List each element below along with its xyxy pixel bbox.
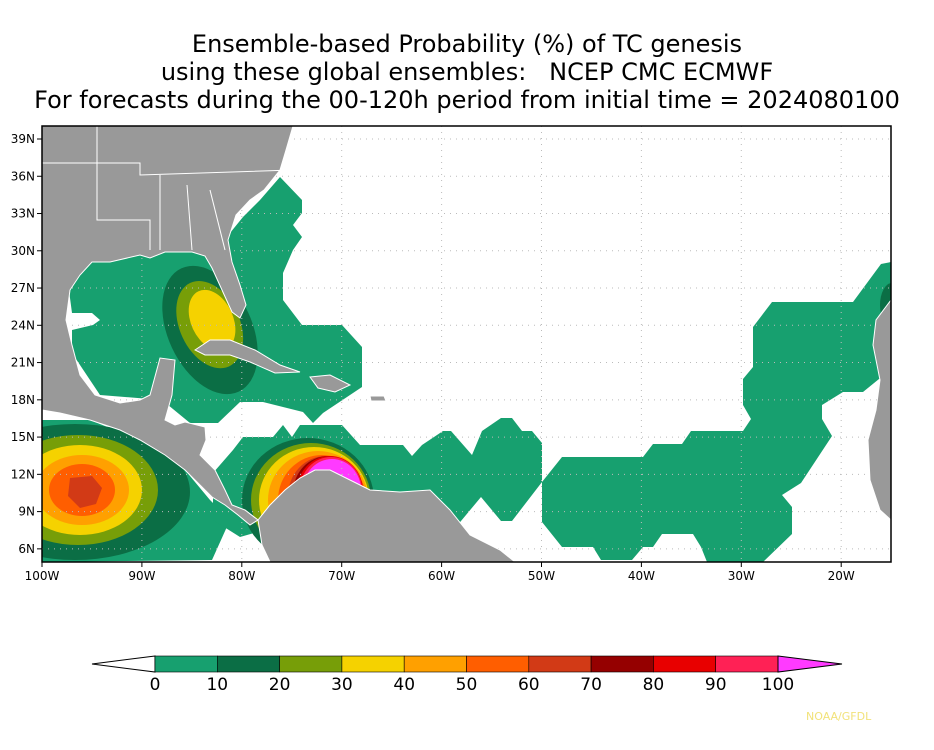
land xyxy=(42,126,891,562)
title-line-2: using these global ensembles: NCEP CMC E… xyxy=(160,58,774,86)
state-border xyxy=(42,162,294,176)
colorbar-box xyxy=(466,655,530,673)
title-line-1: Ensemble-based Probability (%) of TC gen… xyxy=(191,30,743,58)
pacific-genesis-contours xyxy=(42,424,190,560)
puerto-rico xyxy=(369,395,387,402)
colorbar-box xyxy=(715,655,779,673)
state-border xyxy=(209,189,226,251)
colorbar-box xyxy=(341,655,405,673)
lat-tick-label: 27N xyxy=(11,281,35,295)
lon-tick-label: 40W xyxy=(628,569,655,583)
colorbar-label: 40 xyxy=(393,675,415,695)
lat-tick-label: 12N xyxy=(11,467,35,481)
colorbar-label: 100 xyxy=(762,675,794,695)
colorbar-label: 10 xyxy=(206,675,228,695)
colorbar-label: 60 xyxy=(518,675,540,695)
lon-tick-label: 60W xyxy=(428,569,455,583)
map-frame xyxy=(41,125,892,563)
south-america xyxy=(257,469,516,562)
contour-30-40 xyxy=(188,289,236,351)
lon-tick-label: 20W xyxy=(828,569,855,583)
colorbar-label: 20 xyxy=(269,675,291,695)
lon-tick-label: 80W xyxy=(228,569,255,583)
hispaniola xyxy=(309,374,352,393)
colorbar-box xyxy=(279,655,343,673)
lon-tick-label: 50W xyxy=(528,569,555,583)
cuba xyxy=(194,339,301,374)
colorbar-under-arrow xyxy=(91,655,156,673)
colorbar-label: 90 xyxy=(705,675,727,695)
lon-tick-label: 100W xyxy=(25,569,60,583)
colorbar-label: 50 xyxy=(456,675,478,695)
lon-tick-label: 70W xyxy=(328,569,355,583)
lat-tick-label: 24N xyxy=(11,318,35,332)
state-border xyxy=(96,126,151,250)
lat-tick-label: 30N xyxy=(11,244,35,258)
colorbar-label: 80 xyxy=(643,675,665,695)
colorbar-label: 70 xyxy=(580,675,602,695)
colorbar-box xyxy=(403,655,467,673)
north-america xyxy=(42,126,294,526)
lat-tick-label: 6N xyxy=(18,542,35,556)
lat-tick-label: 39N xyxy=(11,132,35,146)
colorbar-box xyxy=(528,655,592,673)
colorbar: 0 10 20 30 40 50 60 70 80 90 100 xyxy=(91,655,843,695)
colorbar-box xyxy=(154,655,218,673)
lat-tick-label: 36N xyxy=(11,169,35,183)
state-border xyxy=(186,184,193,251)
colorbar-box xyxy=(217,655,280,673)
lon-tick-label: 30W xyxy=(728,569,755,583)
credit-label: NOAA/GFDL xyxy=(806,710,872,723)
colorbar-box xyxy=(590,655,654,673)
lat-tick-label: 9N xyxy=(18,505,35,519)
lat-tick-label: 18N xyxy=(11,393,35,407)
lat-tick-label: 15N xyxy=(11,430,35,444)
colorbar-label: 30 xyxy=(331,675,353,695)
lon-tick-label: 90W xyxy=(128,569,155,583)
colorbar-over-arrow xyxy=(777,655,843,673)
title-line-3: For forecasts during the 00-120h period … xyxy=(34,86,900,114)
colorbar-box xyxy=(653,655,717,673)
axis-ticks: 100W 90W 80W 70W 60W 50W 40W 30W 20W 39N 36N 33N 30N… xyxy=(11,132,855,583)
lat-tick-label: 33N xyxy=(11,207,35,221)
colorbar-label: 0 xyxy=(150,675,161,695)
map-area xyxy=(42,126,891,562)
contour-60-70 xyxy=(68,476,102,508)
africa xyxy=(867,299,891,521)
lat-tick-label: 21N xyxy=(11,356,35,370)
